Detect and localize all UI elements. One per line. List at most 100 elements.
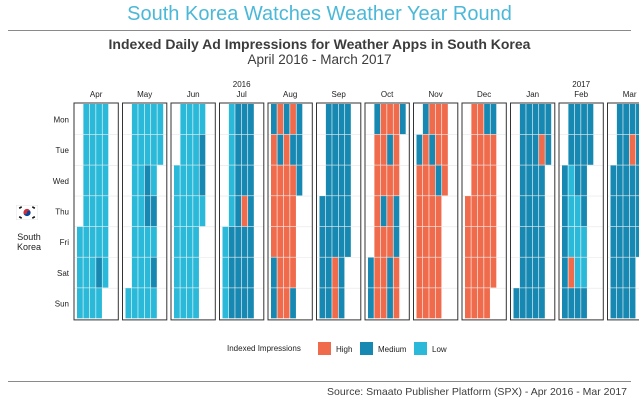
cell-apr-13 <box>89 165 96 196</box>
cell-oct-22 <box>387 257 393 288</box>
cell-may-18 <box>144 165 151 196</box>
cell-mar-13 <box>623 104 630 135</box>
cell-mar-17 <box>623 226 630 257</box>
cell-may-30 <box>157 104 164 135</box>
month-label-jan: Jan <box>526 90 539 99</box>
cell-jul-9 <box>228 257 235 288</box>
cell-jan-28 <box>539 257 545 288</box>
cell-may-24 <box>151 134 157 165</box>
cell-aug-29 <box>296 104 303 135</box>
cell-mar-4 <box>610 257 617 288</box>
cell-may-10 <box>138 134 145 165</box>
cell-sep-15 <box>332 196 339 227</box>
cell-apr-2 <box>77 257 83 288</box>
month-label-jul: Jul <box>237 90 247 99</box>
cell-nov-10 <box>422 196 429 227</box>
cell-sep-3 <box>319 257 326 288</box>
cell-jul-19 <box>241 134 248 165</box>
cell-jan-24 <box>539 134 545 165</box>
month-label-feb: Feb <box>574 90 588 99</box>
cell-feb-20 <box>581 104 587 135</box>
cell-jan-6 <box>519 226 526 257</box>
cell-jul-14 <box>235 196 242 227</box>
cell-jul-20 <box>241 165 248 196</box>
cell-jun-25 <box>193 257 199 288</box>
month-panel-oct <box>364 102 410 321</box>
cell-jun-16 <box>186 196 193 227</box>
month-panel-jun <box>170 102 216 321</box>
cell-jul-1 <box>222 226 229 257</box>
cell-oct-24 <box>393 104 400 135</box>
cell-mar-1 <box>610 165 617 196</box>
cell-jul-12 <box>235 134 242 165</box>
bottom-divider <box>8 381 631 382</box>
cell-jul-22 <box>241 226 248 257</box>
cell-mar-16 <box>623 196 630 227</box>
cell-oct-20 <box>387 196 393 227</box>
cell-jun-13 <box>186 104 193 135</box>
cell-oct-5 <box>374 165 381 196</box>
cell-oct-11 <box>380 134 387 165</box>
cell-dec-24 <box>484 257 490 288</box>
cell-nov-20 <box>429 288 436 319</box>
cell-dec-23 <box>484 226 490 257</box>
legend-title: Indexed Impressions <box>227 344 301 353</box>
cell-jul-31 <box>248 288 254 319</box>
cell-aug-24 <box>290 165 296 196</box>
cell-may-9 <box>138 104 145 135</box>
cell-jun-27 <box>199 104 206 135</box>
cell-apr-15 <box>89 226 96 257</box>
day-label-sun: Sun <box>55 300 69 309</box>
cell-jun-24 <box>193 226 199 257</box>
cell-jun-15 <box>186 165 193 196</box>
cell-jul-30 <box>248 257 254 288</box>
cell-mar-20 <box>629 104 636 135</box>
cell-jan-29 <box>539 288 545 319</box>
cell-jan-20 <box>532 226 539 257</box>
cell-sep-4 <box>319 288 326 319</box>
cell-jul-8 <box>228 226 235 257</box>
cell-dec-8 <box>471 196 478 227</box>
cell-mar-2 <box>610 196 617 227</box>
cell-apr-7 <box>83 196 90 227</box>
cell-dec-13 <box>477 134 484 165</box>
cell-oct-17 <box>387 104 393 135</box>
cell-feb-18 <box>574 257 581 288</box>
cell-dec-9 <box>471 226 478 257</box>
cell-jul-28 <box>248 196 254 227</box>
cell-mar-18 <box>623 257 630 288</box>
month-label-aug: Aug <box>283 90 297 99</box>
cell-mar-11 <box>616 257 623 288</box>
cell-jul-25 <box>248 104 254 135</box>
cell-may-1 <box>125 288 132 319</box>
cell-oct-13 <box>380 196 387 227</box>
cell-mar-26 <box>629 288 636 319</box>
cell-mar-25 <box>629 257 636 288</box>
cell-sep-22 <box>338 196 345 227</box>
cell-dec-30 <box>490 226 497 257</box>
cell-apr-27 <box>102 165 109 196</box>
cell-jan-15 <box>526 288 533 319</box>
cell-oct-31 <box>399 104 406 135</box>
cell-dec-7 <box>471 165 478 196</box>
cell-sep-27 <box>345 134 351 165</box>
cell-sep-30 <box>345 226 351 257</box>
cell-apr-20 <box>96 165 102 196</box>
cell-mar-29 <box>636 165 639 196</box>
cell-nov-2 <box>416 165 423 196</box>
month-panel-apr <box>73 102 119 321</box>
cell-dec-16 <box>477 226 484 257</box>
cell-may-6 <box>131 226 138 257</box>
cell-dec-29 <box>490 196 497 227</box>
cell-jan-1 <box>513 288 520 319</box>
cell-aug-31 <box>296 165 303 196</box>
cell-jan-14 <box>526 257 533 288</box>
cell-apr-4 <box>83 104 90 135</box>
cell-may-26 <box>151 196 157 227</box>
cell-apr-24 <box>96 288 102 319</box>
month-panel-aug <box>267 102 313 321</box>
cell-jun-7 <box>180 134 187 165</box>
cell-sep-25 <box>338 288 345 319</box>
cell-apr-30 <box>102 257 109 288</box>
cell-may-2 <box>131 104 138 135</box>
